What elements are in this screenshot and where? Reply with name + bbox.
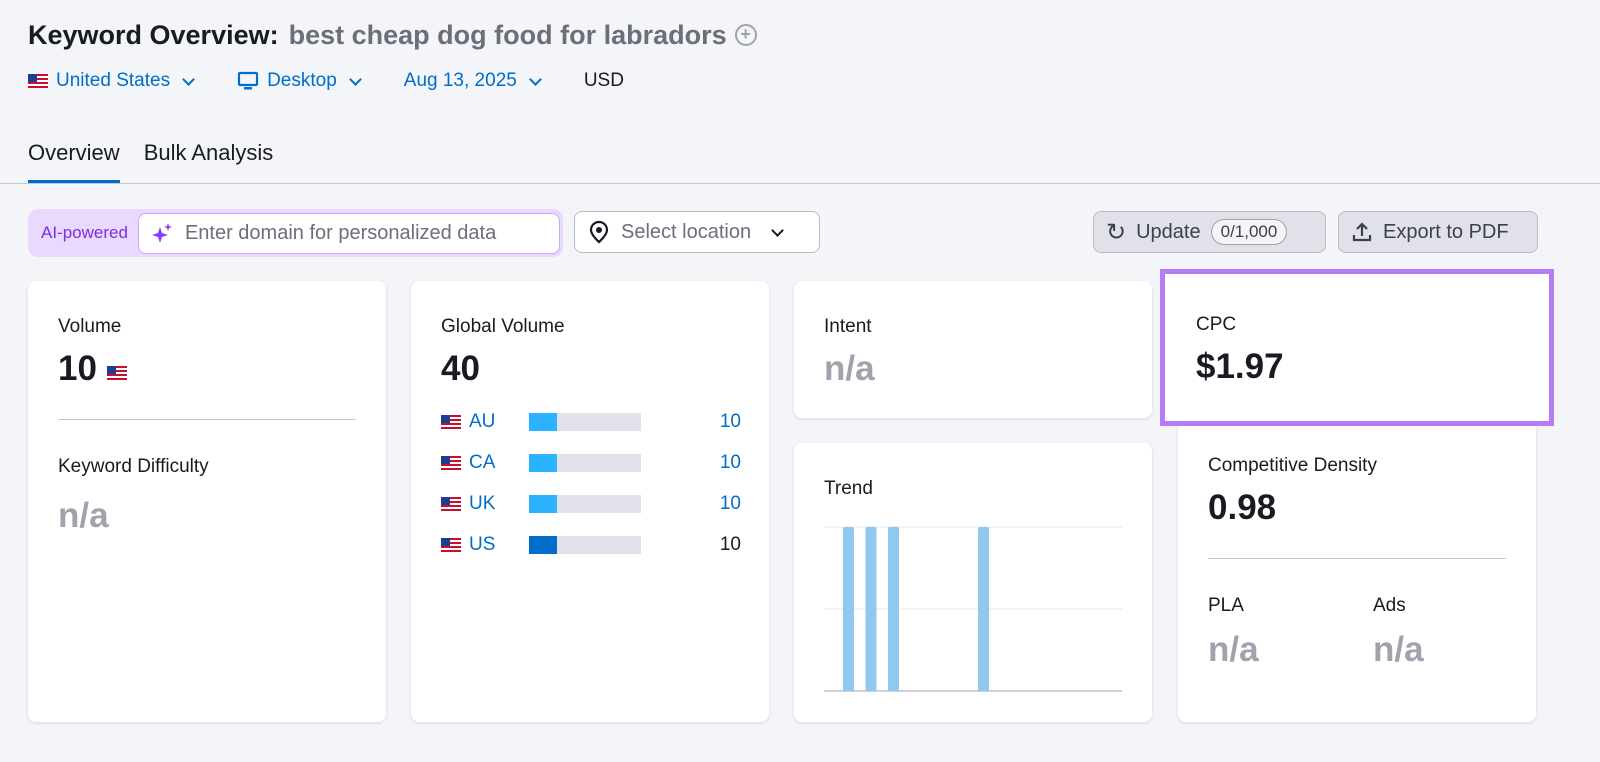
title-label: Keyword Overview: xyxy=(28,20,279,50)
filters-bar: United States Desktop Aug 13, 2025 USD xyxy=(28,70,624,92)
divider xyxy=(58,419,356,420)
volume-label: Volume xyxy=(58,316,122,337)
country-volume[interactable]: 10 xyxy=(719,411,741,432)
volume-bar-fill xyxy=(529,536,557,554)
device-label: Desktop xyxy=(267,70,337,91)
flag-icon xyxy=(441,456,461,470)
location-pin-icon xyxy=(589,220,609,244)
chevron-down-icon xyxy=(528,72,542,86)
page-title: Keyword Overview: best cheap dog food for… xyxy=(28,20,757,51)
desktop-icon xyxy=(237,71,259,90)
location-select[interactable]: Select location xyxy=(574,211,820,253)
country-row: UK 10 xyxy=(441,493,741,515)
date-label: Aug 13, 2025 xyxy=(403,70,517,91)
country-code[interactable]: CA xyxy=(469,452,496,473)
intent-card: Intent n/a xyxy=(794,281,1152,418)
export-label: Export to PDF xyxy=(1383,220,1509,243)
chevron-down-icon xyxy=(182,72,195,86)
volume-bar-fill xyxy=(529,454,557,472)
tabs: Overview Bulk Analysis xyxy=(28,140,273,183)
add-keyword-icon[interactable]: + xyxy=(734,24,757,46)
us-flag-icon xyxy=(106,366,127,380)
country-volume[interactable]: 10 xyxy=(719,493,741,514)
cpc-card: CPC $1.97 xyxy=(1160,269,1554,426)
trend-card: Trend xyxy=(794,443,1152,722)
country-row: AU 10 xyxy=(441,411,741,433)
global-volume-card: Global Volume 40 AU 10 CA 10 UK 10 US 10 xyxy=(411,281,769,722)
intent-value: n/a xyxy=(824,349,875,388)
trend-bar[interactable] xyxy=(888,527,899,691)
density-value: 0.98 xyxy=(1208,488,1277,527)
trend-bar[interactable] xyxy=(843,527,854,691)
volume-bar xyxy=(529,536,641,554)
domain-input[interactable]: Enter domain for personalized data xyxy=(137,212,560,254)
country-volume: 10 xyxy=(719,534,741,555)
country-code: US xyxy=(469,534,496,555)
device-dropdown[interactable]: Desktop xyxy=(237,70,364,92)
global-volume-label: Global Volume xyxy=(441,316,565,337)
chevron-down-icon xyxy=(348,72,362,86)
update-count-badge: 0/1,000 xyxy=(1210,219,1288,245)
export-pdf-button[interactable]: Export to PDF xyxy=(1338,211,1538,253)
location-placeholder: Select location xyxy=(621,220,752,243)
ads-value: n/a xyxy=(1373,630,1424,669)
refresh-icon: ↻ xyxy=(1106,218,1127,246)
kd-label: Keyword Difficulty xyxy=(58,456,209,477)
volume-number: 10 xyxy=(58,349,97,388)
flag-icon xyxy=(441,415,461,429)
global-volume-value: 40 xyxy=(441,349,480,388)
trend-label: Trend xyxy=(824,478,873,499)
country-code[interactable]: AU xyxy=(469,411,496,432)
sparkle-icon xyxy=(151,223,172,243)
ai-powered-label: AI-powered xyxy=(41,223,128,242)
currency-label: USD xyxy=(583,70,624,91)
keyword: best cheap dog food for labradors xyxy=(288,20,727,50)
domain-placeholder: Enter domain for personalized data xyxy=(184,221,497,244)
pla-label: PLA xyxy=(1208,595,1244,616)
volume-bar xyxy=(529,454,641,472)
upload-icon xyxy=(1352,222,1372,242)
cpc-label: CPC xyxy=(1196,314,1237,335)
flag-icon xyxy=(441,497,461,511)
ads-label: Ads xyxy=(1373,595,1406,616)
tab-bulk-analysis[interactable]: Bulk Analysis xyxy=(143,140,274,165)
update-button[interactable]: ↻ Update 0/1,000 xyxy=(1093,211,1326,253)
trend-bar[interactable] xyxy=(865,527,877,691)
divider xyxy=(0,183,1600,184)
ai-domain-box: AI-powered Enter domain for personalized… xyxy=(28,209,563,257)
volume-bar-fill xyxy=(529,413,557,431)
tab-overview[interactable]: Overview xyxy=(28,140,120,183)
cpc-value: $1.97 xyxy=(1196,347,1284,386)
density-label: Competitive Density xyxy=(1208,455,1377,476)
country-volume[interactable]: 10 xyxy=(719,452,741,473)
intent-label: Intent xyxy=(824,316,872,337)
volume-bar-fill xyxy=(529,495,557,513)
country-dropdown[interactable]: United States xyxy=(28,70,197,92)
volume-bar xyxy=(529,495,641,513)
country-code[interactable]: UK xyxy=(469,493,496,514)
chevron-down-icon xyxy=(771,223,784,237)
country-label: United States xyxy=(56,70,171,91)
trend-bar[interactable] xyxy=(978,527,989,691)
flag-icon xyxy=(441,538,461,552)
us-flag-icon xyxy=(28,74,48,88)
volume-bar xyxy=(529,413,641,431)
volume-value: 10 xyxy=(58,349,127,389)
pla-value: n/a xyxy=(1208,630,1259,669)
divider xyxy=(1208,558,1506,559)
country-row: CA 10 xyxy=(441,452,741,474)
date-dropdown[interactable]: Aug 13, 2025 xyxy=(404,70,544,92)
volume-card: Volume 10 Keyword Difficulty n/a xyxy=(28,281,386,722)
country-row: US 10 xyxy=(441,534,741,556)
trend-chart xyxy=(824,526,1122,692)
kd-value: n/a xyxy=(58,496,109,535)
update-label: Update xyxy=(1136,220,1201,243)
